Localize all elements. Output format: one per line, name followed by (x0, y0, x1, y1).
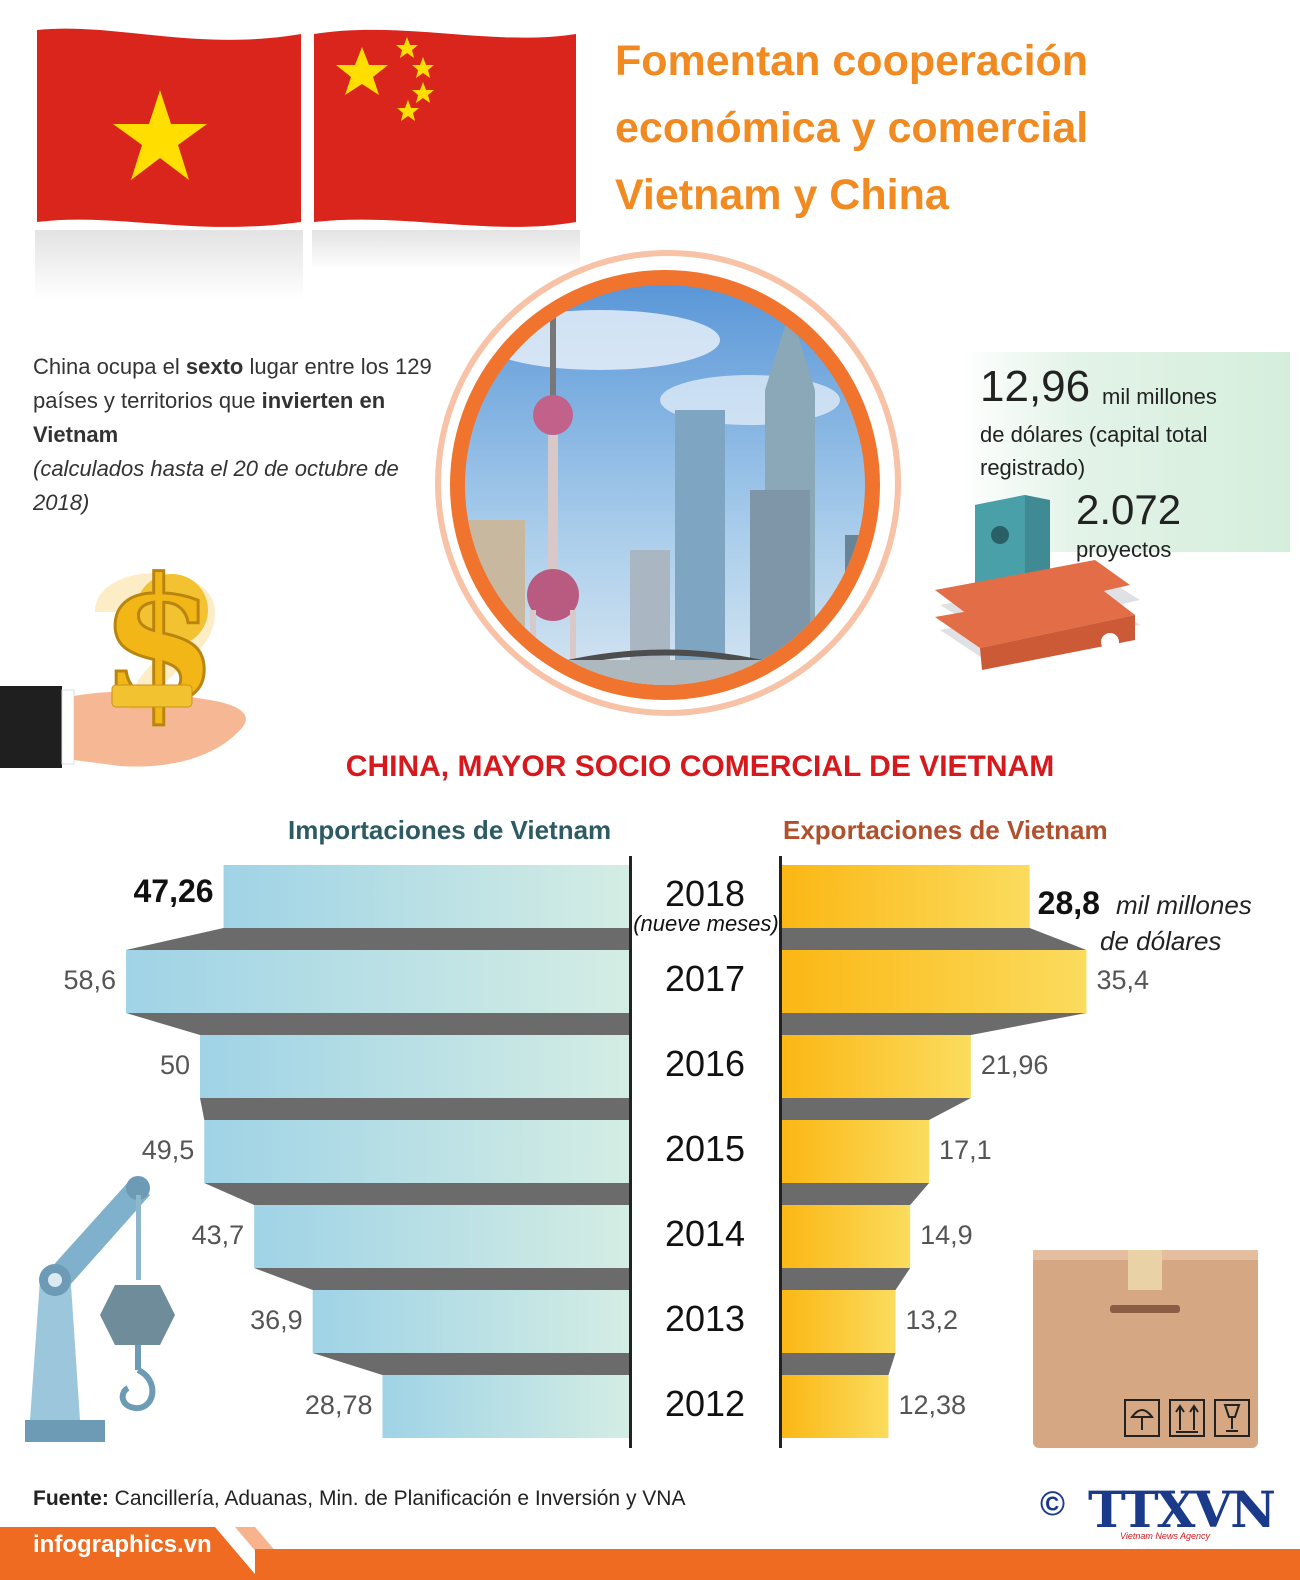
copyright-icon: © (1040, 1485, 1066, 1523)
imports-value-label: 36,9 (250, 1305, 303, 1335)
section-title: CHINA, MAYOR SOCIO COMERCIAL DE VIETNAM (345, 750, 1055, 783)
imports-bar (126, 950, 630, 1013)
exports-bar (782, 1120, 930, 1183)
capital-description: de dólares (capital total registrado) (980, 422, 1208, 480)
exports-axis (779, 856, 782, 1448)
exports-connector (782, 1353, 896, 1375)
exports-value-label: 28,8 (1037, 885, 1100, 921)
vietnam-flag (37, 28, 301, 227)
imports-connector (126, 1013, 630, 1035)
imports-axis (629, 856, 632, 1448)
imports-bar (312, 1290, 630, 1353)
year-label: 2012 (664, 1383, 746, 1424)
imports-bar (204, 1120, 631, 1183)
imports-connector (126, 928, 630, 950)
investment-text-2: lugar entre los 129 países y territorios… (33, 354, 432, 413)
exports-bar (782, 1290, 896, 1353)
imports-bar (382, 1375, 630, 1438)
crane-icon (25, 1176, 175, 1442)
projects-value: 2.072 (1076, 486, 1182, 533)
imports-bar (223, 865, 630, 928)
imports-value-label: 28,78 (304, 1390, 373, 1420)
capital-unit: mil millones (1102, 384, 1217, 409)
capital-value: 12,96 (980, 362, 1091, 411)
exports-value-label: 12,38 (898, 1390, 967, 1420)
exports-value-label: 21,96 (980, 1050, 1049, 1080)
exports-bar (782, 1205, 911, 1268)
year-label: 2013 (664, 1298, 746, 1339)
site-link[interactable]: infographics.vn (33, 1531, 212, 1558)
year-note: (nueve meses) (633, 911, 779, 936)
exports-bar (782, 950, 1087, 1013)
imports-series-title: Importaciones de Vietnam (288, 815, 612, 845)
title-line-1: Fomentan cooperación (615, 37, 1089, 85)
exports-bar (782, 1035, 971, 1098)
imports-value-label: 43,7 (191, 1220, 245, 1250)
footer-bar (0, 1527, 1300, 1580)
title-line-3: Vietnam y China (615, 171, 949, 219)
source-label: Fuente: (33, 1487, 109, 1510)
svg-text:$: $ (100, 541, 218, 741)
imports-value-label: 49,5 (141, 1135, 195, 1165)
projects-label: proyectos (1076, 537, 1172, 562)
flag-shadow (35, 230, 580, 300)
trade-chart (126, 865, 1087, 1438)
exports-connector (782, 928, 1087, 950)
year-label: 2015 (664, 1128, 746, 1169)
dollar-hand-icon: $ (0, 540, 246, 768)
investment-note: (calculados hasta el 20 de octubre de 20… (33, 456, 399, 515)
page-title: Fomentan cooperación económica y comerci… (615, 28, 1255, 229)
exports-value-label: 13,2 (905, 1305, 959, 1335)
imports-bar (254, 1205, 630, 1268)
agency-subtitle: Vietnam News Agency (1120, 1531, 1211, 1541)
exports-value-label: 35,4 (1096, 965, 1149, 995)
imports-connector (204, 1183, 631, 1205)
investment-text: China ocupa el sexto lugar entre los 129… (33, 350, 433, 520)
year-label: 2017 (664, 958, 746, 999)
exports-connector (782, 1013, 1087, 1035)
investment-highlight: invierten en Vietnam (33, 388, 386, 447)
year-label: 2014 (664, 1213, 746, 1254)
investment-rank: sexto (185, 354, 244, 379)
exports-bar (782, 865, 1030, 928)
unit-label: mil millones (1116, 890, 1252, 920)
exports-value-label: 17,1 (939, 1135, 992, 1165)
imports-value-label: 50 (159, 1050, 190, 1080)
imports-connector (254, 1268, 630, 1290)
source-line: Fuente: Cancillería, Aduanas, Min. de Pl… (33, 1487, 685, 1511)
package-icon (1033, 1250, 1258, 1448)
imports-connector (312, 1353, 630, 1375)
agency-logo: TTXVN (1088, 1480, 1276, 1539)
exports-value-label: 14,9 (920, 1220, 973, 1250)
unit-label-2: de dólares (1100, 926, 1222, 956)
year-label: 2016 (664, 1043, 746, 1084)
city-photo (435, 250, 901, 716)
imports-bar (200, 1035, 630, 1098)
source-text: Cancillería, Aduanas, Min. de Planificac… (108, 1487, 686, 1510)
exports-connector (782, 1268, 911, 1290)
title-line-2: económica y comercial (615, 104, 1089, 152)
imports-connector (200, 1098, 630, 1120)
exports-series-title: Exportaciones de Vietnam (783, 815, 1108, 845)
exports-connector (782, 1098, 971, 1120)
binder-icon (935, 495, 1140, 670)
imports-value-label: 58,6 (63, 965, 117, 995)
star-icon (113, 90, 207, 180)
investment-text-1: China ocupa el (33, 354, 186, 379)
exports-connector (782, 1183, 930, 1205)
year-label: 2018 (664, 873, 746, 914)
exports-bar (782, 1375, 889, 1438)
imports-value-label: 47,26 (133, 873, 214, 909)
china-flag (314, 29, 576, 227)
